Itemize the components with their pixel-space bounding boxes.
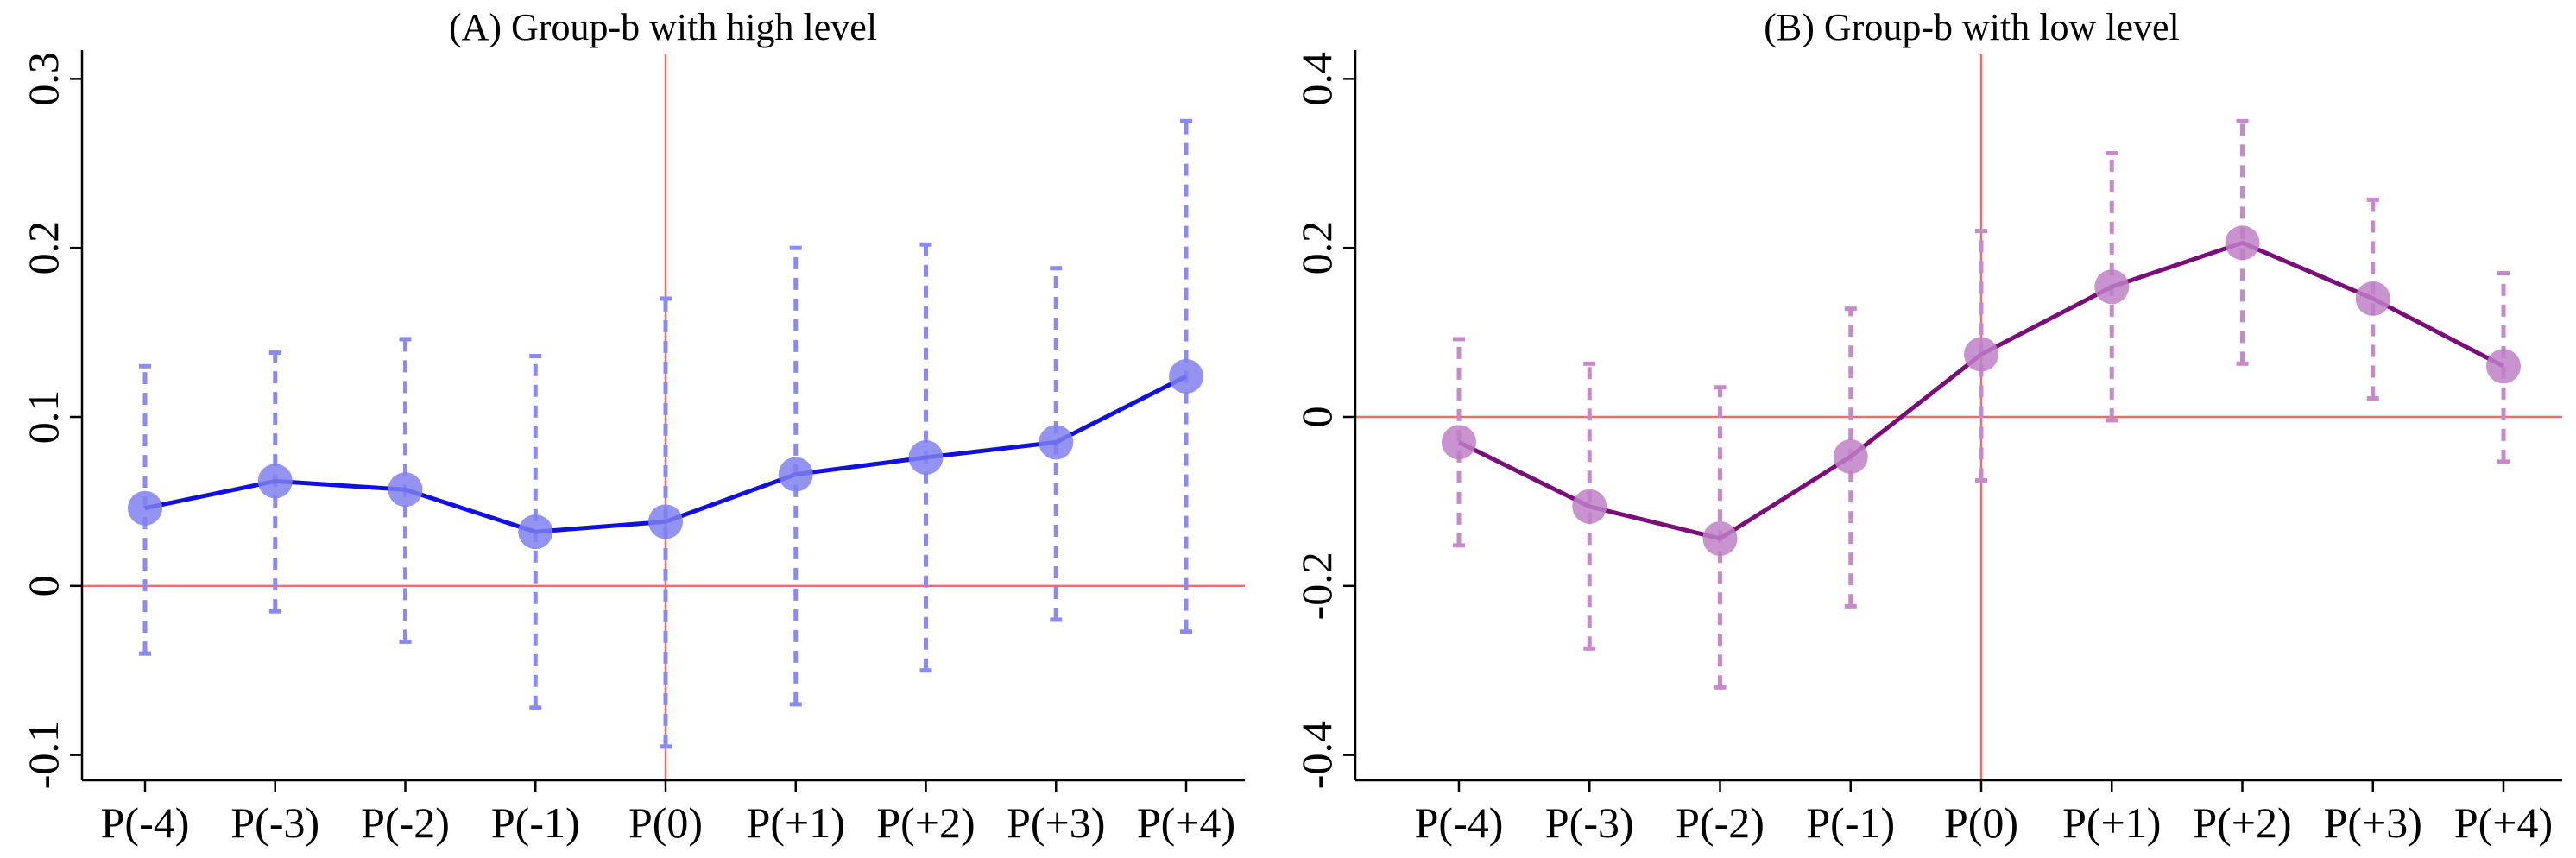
x-tick-label: P(+3) <box>1007 798 1105 847</box>
panel-a: (A) Group-b with high level -0.1 0 0.1 0.2 0.… <box>19 6 1245 847</box>
y-tick-label: 0.3 <box>19 52 67 106</box>
x-tick-label: P(+2) <box>2193 798 2291 847</box>
x-tick-label: P(-4) <box>101 798 190 847</box>
y-tick-label: 0 <box>1292 407 1341 428</box>
x-tick-label: P(+4) <box>2454 798 2553 847</box>
x-tick-label: P(+1) <box>2062 798 2161 847</box>
x-tick-label: P(0) <box>628 798 703 847</box>
x-tick-label: P(-3) <box>1545 798 1634 847</box>
panel-b: (B) Group-b with low level -0.4 -0.2 0 0.2 0.… <box>1292 6 2562 847</box>
data-point <box>257 464 293 499</box>
x-tick-label: P(+4) <box>1137 798 1235 847</box>
data-point <box>518 514 553 550</box>
x-tick-label: P(-1) <box>491 798 580 847</box>
data-point <box>1169 359 1203 394</box>
x-tick-label: P(+1) <box>747 798 845 847</box>
x-tick-label: P(-2) <box>361 798 450 847</box>
y-tick-label: -0.4 <box>1292 721 1341 789</box>
data-point <box>2486 349 2521 384</box>
data-point <box>2225 225 2260 261</box>
chart-title: (B) Group-b with low level <box>1764 6 2179 48</box>
data-point <box>1833 439 1868 475</box>
x-tick-label: P(-3) <box>230 798 319 847</box>
x-tick-label: P(-4) <box>1415 798 1504 847</box>
y-tick-label: 0.2 <box>1292 221 1341 275</box>
chart-title: (A) Group-b with high level <box>449 6 877 48</box>
y-tick-label: 0.1 <box>19 390 67 445</box>
data-point <box>1702 520 1738 556</box>
data-point <box>128 490 162 526</box>
data-point <box>648 504 683 539</box>
data-point <box>778 457 813 492</box>
data-point <box>908 439 944 475</box>
data-point <box>2094 269 2130 305</box>
y-tick-label: 0.2 <box>19 221 67 275</box>
x-tick-label: P(+2) <box>876 798 975 847</box>
y-tick-label: 0.4 <box>1292 52 1341 106</box>
x-tick-label: P(-1) <box>1806 798 1895 847</box>
data-point <box>1964 337 1998 372</box>
x-tick-label: P(+3) <box>2324 798 2422 847</box>
x-tick-label: P(0) <box>1944 798 2018 847</box>
data-point <box>388 472 423 508</box>
data-point <box>1442 425 1476 460</box>
data-point <box>1039 425 1074 460</box>
y-tick-label: 0 <box>19 575 67 596</box>
x-tick-label: P(-2) <box>1676 798 1765 847</box>
y-tick-label: -0.2 <box>1292 552 1341 620</box>
data-point <box>2355 281 2390 316</box>
data-point <box>1572 489 1607 524</box>
y-tick-label: -0.1 <box>19 721 67 789</box>
